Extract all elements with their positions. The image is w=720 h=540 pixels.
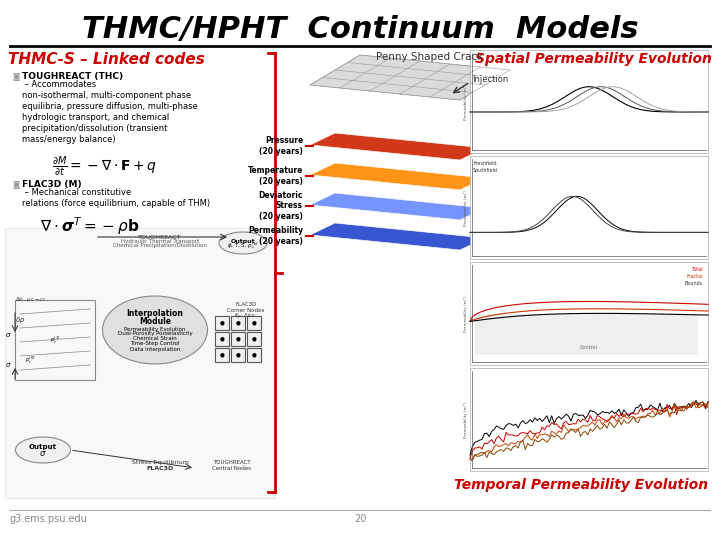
Bar (15, 300, 95, 380)
Text: Permeability (m²): Permeability (m²) (464, 84, 468, 119)
Text: Temporal Permeability Evolution: Temporal Permeability Evolution (454, 478, 708, 492)
Text: Time-Step Control: Time-Step Control (130, 341, 180, 347)
Bar (470, 156, 708, 259)
Bar (231, 348, 245, 362)
Bar (475, 314, 698, 355)
Text: Output: Output (230, 239, 256, 244)
Text: THMC/HPHT  Continuum  Models: THMC/HPHT Continuum Models (82, 15, 638, 44)
Ellipse shape (219, 232, 267, 254)
Text: TOUGHREACT
Central Nodes: TOUGHREACT Central Nodes (212, 460, 251, 471)
Text: Module: Module (139, 316, 171, 326)
Text: Permeability (m²): Permeability (m²) (464, 190, 468, 226)
Text: ●: ● (251, 321, 256, 326)
Text: Interpolation: Interpolation (127, 308, 184, 318)
Text: ●: ● (235, 321, 240, 326)
Text: 20: 20 (354, 514, 366, 524)
Bar (231, 316, 245, 330)
Polygon shape (310, 133, 485, 160)
Text: $\frac{\partial M}{\partial t} = -\nabla \cdot \mathbf{F} + q$: $\frac{\partial M}{\partial t} = -\nabla… (53, 155, 158, 179)
Text: ●: ● (220, 336, 225, 341)
Bar (470, 262, 708, 365)
Ellipse shape (16, 437, 71, 463)
Text: ◙: ◙ (12, 180, 19, 189)
Text: FLAC3D
Corner Nodes: FLAC3D Corner Nodes (228, 302, 265, 313)
Bar (215, 316, 229, 330)
Text: $\sigma$: $\sigma$ (5, 361, 12, 369)
Bar (231, 332, 245, 346)
Text: g3.ems.psu.edu: g3.ems.psu.edu (10, 514, 88, 524)
Bar (470, 50, 708, 153)
Text: Temperature
(20 years): Temperature (20 years) (248, 166, 303, 186)
Text: Control: Control (580, 345, 598, 350)
Text: Fractal: Fractal (686, 274, 703, 279)
Text: ●: ● (251, 353, 256, 357)
Text: FLAC3D (M): FLAC3D (M) (22, 180, 81, 189)
Text: $\delta p$: $\delta p$ (15, 315, 25, 325)
Text: Dual-Porosity Poroelasticity: Dual-Porosity Poroelasticity (117, 332, 192, 336)
Polygon shape (310, 55, 510, 100)
Text: Hydraulic Thermal Transport: Hydraulic Thermal Transport (121, 239, 199, 244)
Polygon shape (310, 193, 485, 220)
Text: – Mechanical constitutive
relations (force equilibrium, capable of THM): – Mechanical constitutive relations (for… (22, 188, 210, 208)
Text: ●: ● (251, 336, 256, 341)
Text: Freshfield: Freshfield (473, 161, 497, 166)
Text: Deviatoric
Stress
(20 years): Deviatoric Stress (20 years) (258, 191, 303, 221)
Ellipse shape (102, 296, 207, 364)
Text: Injection: Injection (472, 76, 508, 84)
Text: ●: ● (220, 321, 225, 326)
Text: FLAC3D: FLAC3D (146, 466, 174, 471)
Text: ◙: ◙ (12, 72, 19, 81)
Text: – Accommodates
non-isothermal, multi-component phase
equilibria, pressure diffus: – Accommodates non-isothermal, multi-com… (22, 80, 198, 145)
Text: Chemical Precipitation/Dissolution: Chemical Precipitation/Dissolution (113, 243, 207, 248)
Text: Permeability
(20 years): Permeability (20 years) (248, 226, 303, 246)
Text: $\sigma$: $\sigma$ (5, 331, 12, 339)
Text: $K_p$  $\Delta k_{TC}$: $K_p$ $\Delta k_{TC}$ (234, 312, 258, 322)
Text: $\sigma$: $\sigma$ (40, 449, 47, 458)
Text: Chemical Strain: Chemical Strain (133, 336, 177, 341)
Text: TOUGHREACT (THC): TOUGHREACT (THC) (22, 72, 123, 81)
Text: Total: Total (691, 267, 703, 272)
Bar (215, 348, 229, 362)
Text: ●: ● (220, 353, 225, 357)
Bar (247, 316, 261, 330)
Text: TOUGHREACT: TOUGHREACT (138, 235, 181, 240)
Text: $p_r^{(0)}$: $p_r^{(0)}$ (24, 354, 35, 366)
Bar (470, 368, 708, 471)
Text: Spatial Permeability Evolution: Spatial Permeability Evolution (475, 52, 712, 66)
Text: Bounds: Bounds (685, 281, 703, 286)
Text: Penny Shaped Crack: Penny Shaped Crack (377, 52, 484, 62)
Text: Output: Output (29, 444, 57, 450)
Bar (247, 348, 261, 362)
Text: Pressure
(20 years): Pressure (20 years) (259, 136, 303, 156)
Text: ●: ● (235, 353, 240, 357)
Text: THMC-S – Linked codes: THMC-S – Linked codes (8, 52, 205, 67)
Bar (215, 332, 229, 346)
Polygon shape (310, 223, 485, 250)
Text: Permeability (m²): Permeability (m²) (464, 295, 468, 332)
Polygon shape (310, 163, 485, 190)
Text: Permeability (m²): Permeability (m²) (464, 402, 468, 437)
Bar (247, 332, 261, 346)
Text: $\phi$, T, S, $p_c^{(b)}$: $\phi$, T, S, $p_c^{(b)}$ (227, 241, 259, 252)
Text: ●: ● (235, 336, 240, 341)
Text: Data Interpolation: Data Interpolation (130, 347, 180, 352)
Bar (5, 228, 275, 498)
Text: Southfield: Southfield (473, 168, 498, 173)
Text: $p_r^{(1)}$: $p_r^{(1)}$ (50, 334, 60, 346)
Text: $\Delta k_i$, $\mu_C - c_C$: $\Delta k_i$, $\mu_C - c_C$ (15, 295, 48, 304)
Text: $\nabla \cdot \boldsymbol{\sigma}^T = -\rho\mathbf{b}$: $\nabla \cdot \boldsymbol{\sigma}^T = -\… (40, 215, 140, 237)
Text: Stress Equilibrium: Stress Equilibrium (132, 460, 189, 465)
Text: Permeability Evolution: Permeability Evolution (125, 327, 186, 332)
